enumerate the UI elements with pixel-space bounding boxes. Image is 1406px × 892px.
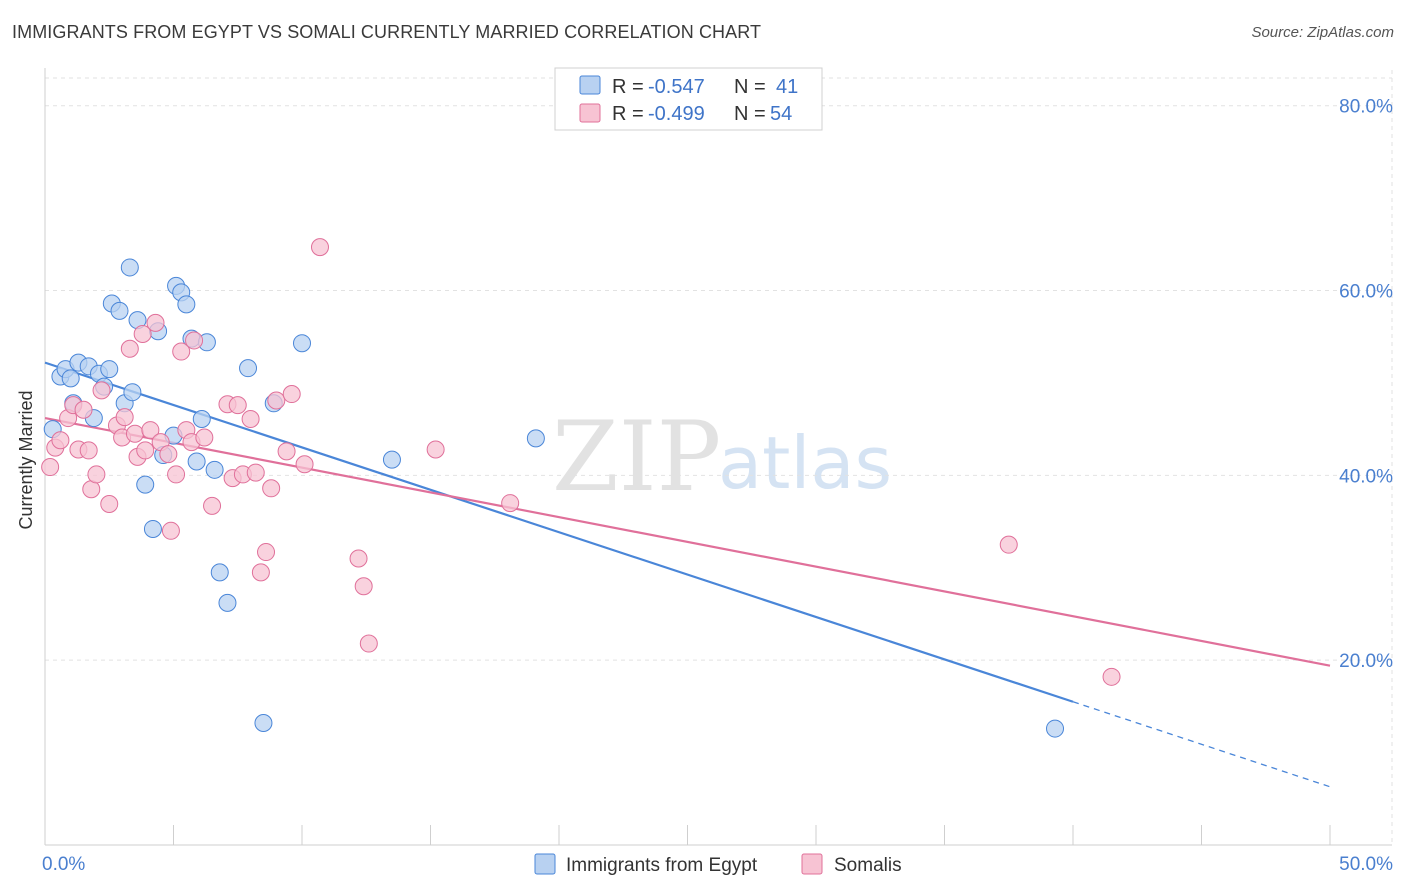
somali-point xyxy=(136,441,155,460)
somali-point xyxy=(115,408,134,427)
somali-point xyxy=(257,543,276,562)
somali-point xyxy=(185,331,204,350)
somali-point xyxy=(159,445,178,464)
stats-legend: R = -0.547 N = 41 R = -0.499 N = 54 xyxy=(554,67,823,131)
egypt-point xyxy=(382,450,401,469)
somali-point xyxy=(141,421,160,440)
somali-point xyxy=(125,424,144,443)
x-tick-label: 50.0% xyxy=(1339,854,1393,875)
legend-somali-n-value: 54 xyxy=(770,103,792,125)
legend-egypt-r-label: R = xyxy=(612,76,644,98)
somali-point xyxy=(100,495,119,514)
egypt-point xyxy=(254,714,273,733)
legend-somali-n-label: N = xyxy=(734,103,766,125)
egypt-point xyxy=(218,593,237,612)
chart-source: Source: ZipAtlas.com xyxy=(1251,24,1394,41)
legend-egypt-r-value: -0.547 xyxy=(648,76,705,98)
axes xyxy=(44,68,1392,846)
legend-egypt-swatch xyxy=(579,75,601,95)
egypt-point xyxy=(177,295,196,314)
legend-somali-swatch xyxy=(579,103,601,123)
somali-point xyxy=(295,455,314,474)
somali-point xyxy=(282,385,301,404)
y-tick-label: 60.0% xyxy=(1339,282,1393,303)
series-legend-egypt-swatch xyxy=(534,853,556,875)
somali-point xyxy=(228,396,247,415)
egypt-point xyxy=(526,429,545,448)
somali-point xyxy=(354,577,373,596)
x-tick-label: 0.0% xyxy=(42,854,85,875)
somali-point xyxy=(246,463,265,482)
somali-point xyxy=(195,428,214,447)
somali-point xyxy=(359,634,378,653)
somali-point xyxy=(87,465,106,484)
tick-labels: 20.0% 40.0% 60.0% 80.0% 0.0% 50.0% xyxy=(42,97,1393,875)
chart-title: IMMIGRANTS FROM EGYPT VS SOMALI CURRENTL… xyxy=(12,22,762,42)
watermark-zip: ZIP xyxy=(552,401,721,513)
somali-point xyxy=(161,521,180,540)
somali-point xyxy=(74,400,93,419)
series-legend-somali-label: Somalis xyxy=(834,855,902,876)
somali-point xyxy=(251,563,270,582)
y-tick-label: 20.0% xyxy=(1339,651,1393,672)
egypt-point xyxy=(100,360,119,379)
watermark-atlas: atlas xyxy=(718,421,892,505)
somali-point xyxy=(133,324,152,343)
egypt-point xyxy=(136,475,155,494)
series-somali-points xyxy=(41,238,1121,686)
legend-egypt-n-label: N = xyxy=(734,76,766,98)
egypt-point xyxy=(1046,719,1065,738)
series-legend: Immigrants from Egypt Somalis xyxy=(534,853,902,876)
somali-point xyxy=(203,496,222,515)
y-axis-label: Currently Married xyxy=(16,390,36,529)
somali-point xyxy=(262,479,281,498)
legend-somali-r-value: -0.499 xyxy=(648,103,705,125)
somali-point xyxy=(1102,667,1121,686)
somali-point xyxy=(120,339,139,358)
y-tick-label: 40.0% xyxy=(1339,466,1393,487)
somali-point xyxy=(349,549,368,568)
somali-point xyxy=(267,391,286,410)
egypt-point xyxy=(192,409,211,428)
egypt-trendline-extension xyxy=(1072,701,1331,788)
somali-point xyxy=(146,313,165,332)
egypt-point xyxy=(120,258,139,277)
somali-point xyxy=(426,440,445,459)
somali-point xyxy=(277,442,296,461)
y-tick-label: 80.0% xyxy=(1339,97,1393,118)
grid-lines xyxy=(45,70,1393,845)
somali-point xyxy=(999,535,1018,554)
series-legend-somali-swatch xyxy=(801,853,823,875)
egypt-point xyxy=(239,359,258,378)
egypt-point xyxy=(143,519,162,538)
egypt-point xyxy=(210,563,229,582)
legend-egypt-n-value: 41 xyxy=(776,76,798,98)
series-legend-egypt-label: Immigrants from Egypt xyxy=(566,855,758,876)
somali-point xyxy=(79,441,98,460)
somali-point xyxy=(167,465,186,484)
trendlines xyxy=(44,361,1331,788)
egypt-point xyxy=(205,460,224,479)
somali-point xyxy=(310,238,329,257)
egypt-point xyxy=(187,452,206,471)
legend-somali-r-label: R = xyxy=(612,103,644,125)
egypt-trendline xyxy=(44,361,1074,703)
egypt-point xyxy=(110,301,129,320)
egypt-point xyxy=(123,383,142,402)
somali-point xyxy=(92,381,111,400)
egypt-point xyxy=(61,369,80,388)
somali-point xyxy=(172,342,191,361)
somali-point xyxy=(241,409,260,428)
somali-point xyxy=(41,458,60,477)
somali-point xyxy=(501,494,520,513)
somali-trendline xyxy=(44,416,1331,667)
egypt-point xyxy=(293,334,311,353)
somali-point xyxy=(51,431,70,450)
